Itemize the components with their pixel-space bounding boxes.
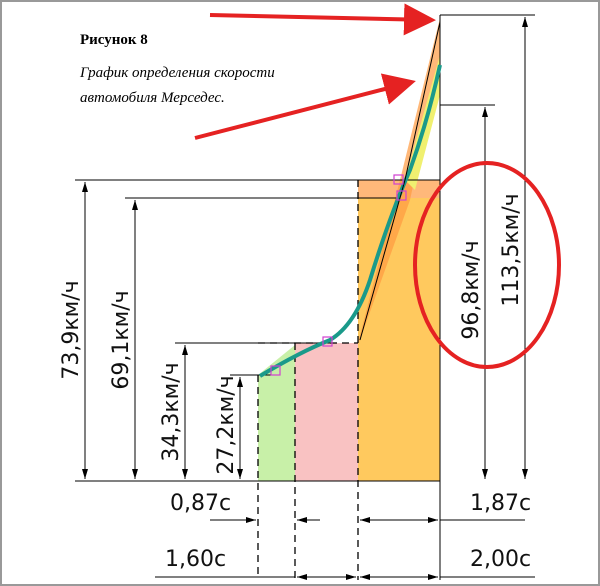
- extension-lines: [75, 14, 535, 376]
- speed-label: 73,9км/ч: [59, 280, 84, 379]
- time-label: 2,00с: [470, 547, 531, 572]
- red-arrow: [194, 73, 416, 140]
- slope-line: [359, 21, 441, 341]
- highlight-ellipse: [413, 161, 561, 369]
- region-green: [258, 345, 295, 481]
- caption-line: автомобиля Мерседес.: [80, 90, 225, 106]
- speed-label: 27,2км/ч: [214, 375, 239, 474]
- red-arrow: [209, 3, 436, 36]
- speed-label: 69,1км/ч: [109, 290, 134, 389]
- dimension-lines: [82, 17, 535, 580]
- time-label: 1,87с: [470, 491, 531, 516]
- caption-line: График определения скорости: [79, 65, 275, 81]
- speed-label: 113,5км/ч: [499, 193, 524, 306]
- speed-label: 34,3км/ч: [159, 362, 184, 461]
- time-label: 0,87с: [170, 491, 231, 516]
- markers: [270, 174, 407, 376]
- speed-label: 96,8км/ч: [459, 240, 484, 339]
- figure-number: Рисунок 8: [80, 32, 148, 48]
- time-label: 1,60с: [165, 547, 226, 572]
- region-pink: [295, 343, 358, 481]
- speed-curve: [258, 64, 442, 378]
